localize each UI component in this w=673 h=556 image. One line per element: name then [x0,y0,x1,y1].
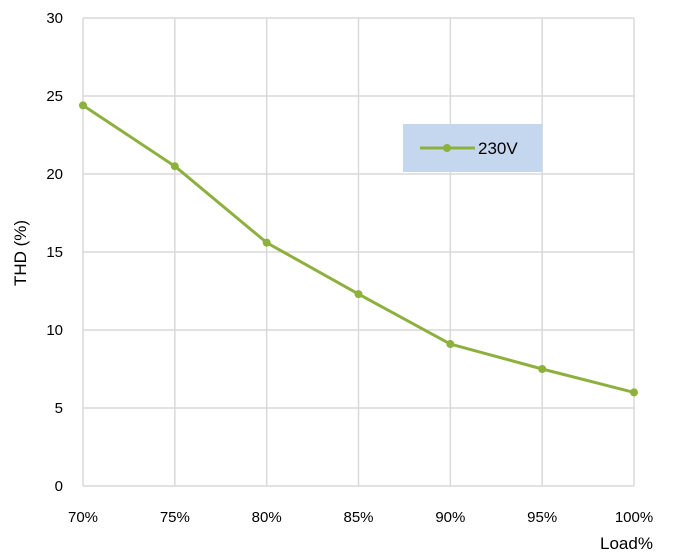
x-axis-title: Load% [600,534,653,553]
legend: 230V [403,124,542,172]
x-tick-label: 85% [343,509,373,526]
data-point [630,388,638,397]
data-point [446,340,455,349]
y-tick-label: 10 [46,322,63,339]
series-230v [79,101,638,397]
y-tick-label: 20 [46,166,63,183]
y-tick-label: 25 [46,88,63,105]
grid-lines [82,17,635,487]
x-tick-label: 80% [252,509,282,526]
x-tick-label: 100% [615,509,653,526]
x-tick-label: 90% [435,509,465,526]
data-point [538,365,547,373]
y-tick-label: 5 [55,400,63,417]
y-tick-label: 0 [55,478,63,495]
data-point [354,290,363,299]
data-point [262,238,271,247]
data-point [79,101,87,110]
x-tick-label: 75% [160,509,190,526]
legend-marker [443,144,451,152]
y-axis-tick-labels: 0 5 10 15 20 25 30 [46,10,63,495]
y-axis-title: THD (%) [11,220,30,286]
data-point [170,162,179,171]
y-tick-label: 15 [46,244,63,261]
x-tick-label: 95% [527,509,557,526]
y-tick-label: 30 [46,10,63,27]
legend-label-230v: 230V [478,139,518,158]
x-tick-label: 70% [68,509,98,526]
x-axis-tick-labels: 70% 75% 80% 85% 90% 95% 100% [68,509,653,526]
